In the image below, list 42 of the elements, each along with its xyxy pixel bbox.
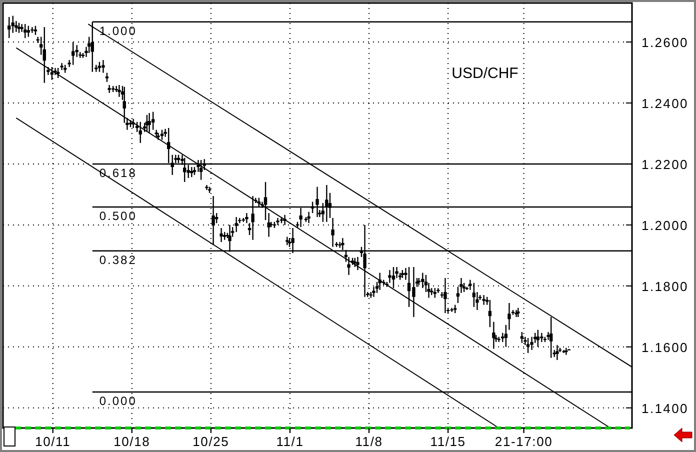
y-tick-label: 1.1400	[642, 400, 688, 416]
candlestick	[540, 332, 544, 343]
candlestick	[138, 121, 142, 144]
candlestick	[482, 294, 486, 306]
candlestick	[24, 23, 27, 39]
x-tick-label: 11/1	[276, 434, 304, 449]
candlestick	[488, 299, 492, 328]
candlestick	[245, 212, 248, 224]
candlestick	[508, 302, 511, 330]
y-tick-label: 1.2600	[642, 35, 688, 50]
candlestick	[151, 111, 155, 130]
candlestick	[388, 269, 392, 284]
annotation: 0.500	[99, 208, 137, 223]
candlestick	[148, 112, 151, 134]
candlestick	[30, 26, 34, 34]
annotation: 0.000	[99, 394, 137, 408]
x-tick-label: 11/8	[355, 434, 383, 449]
candlestick	[26, 25, 30, 38]
x-tick-label: 10/11	[35, 434, 71, 449]
candlestick	[190, 166, 194, 178]
candlestick	[220, 227, 223, 243]
y-tick-label: 1.2000	[642, 218, 688, 233]
candlestick	[267, 212, 270, 238]
candlestick	[492, 321, 496, 350]
annotation: 1.000	[99, 24, 137, 38]
candlestick	[34, 25, 38, 36]
candlestick	[356, 256, 360, 271]
x-tick-label: 21-17:00	[494, 434, 553, 449]
candlestick	[450, 307, 454, 312]
annotation: 0.382	[99, 252, 137, 267]
x-tick-label: 10/25	[192, 434, 230, 449]
y-tick-label: 1.1600	[642, 340, 688, 355]
y-tick-label: 1.1800	[642, 278, 688, 294]
x-tick-label: 10/18	[114, 434, 150, 449]
text: USD/CHF	[452, 65, 518, 82]
candlestick	[392, 266, 396, 289]
y-tick-label: 1.2400	[642, 96, 688, 111]
y-tick-label: 1.2200	[642, 156, 688, 172]
x-tick-label: 11/15	[430, 434, 466, 449]
candlestick	[8, 16, 11, 39]
candlestick	[60, 62, 64, 71]
candlestick	[433, 287, 436, 298]
